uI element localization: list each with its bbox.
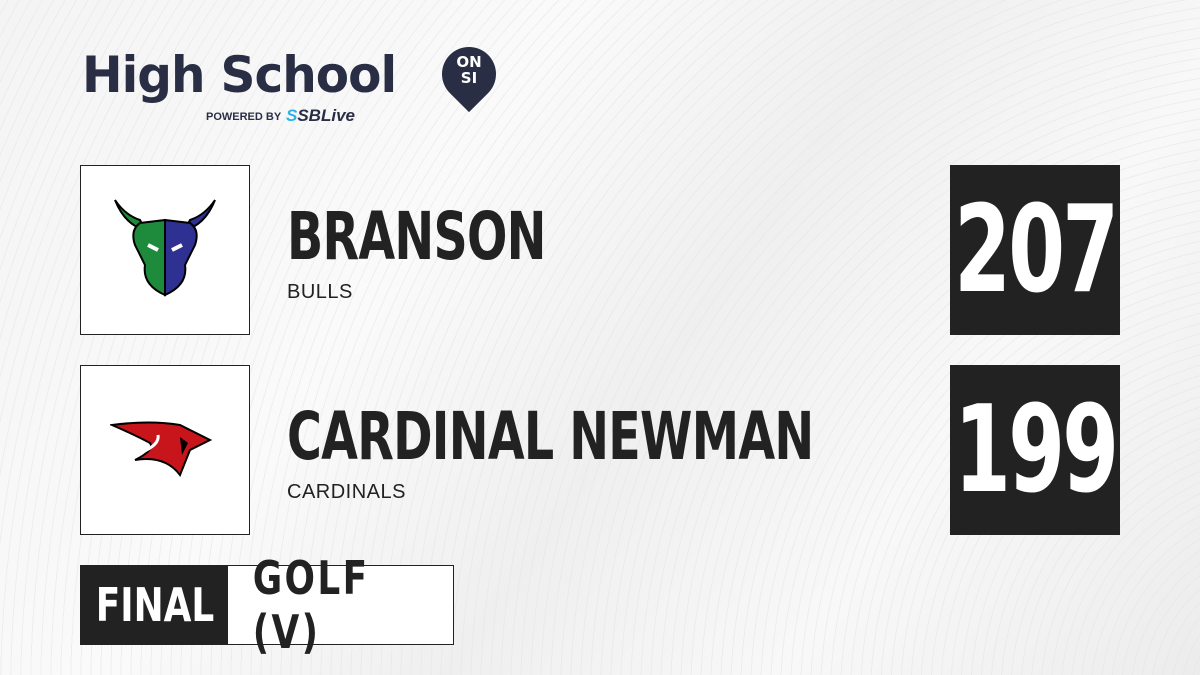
team-name: BRANSON <box>287 198 546 275</box>
status-text: FINAL <box>95 578 214 632</box>
bull-logo-icon <box>114 199 216 297</box>
team-logo-cardinal-newman <box>80 365 250 535</box>
team-mascot: CARDINALS <box>287 481 406 503</box>
team-score: 207 <box>950 165 1120 335</box>
team-score: 199 <box>950 365 1120 535</box>
sblive-mark: S <box>286 106 298 125</box>
pin-badge: ON SI <box>442 54 496 86</box>
cardinal-logo-icon <box>110 421 213 478</box>
team-logo-branson <box>80 165 250 335</box>
final-badge: FINAL <box>81 566 228 644</box>
sport-text: GOLF (V) <box>252 551 370 659</box>
sblive-text: SBLive <box>297 106 355 125</box>
badge-top: ON <box>456 53 482 71</box>
team-mascot: BULLS <box>287 281 353 303</box>
sport-label: GOLF (V) <box>228 551 453 659</box>
team-name: CARDINAL NEWMAN <box>287 398 814 475</box>
powered-by: POWERED BY <box>206 111 282 123</box>
brand-title: High School <box>82 46 397 104</box>
score-value: 199 <box>953 380 1119 520</box>
game-status-bar: FINAL GOLF (V) <box>80 551 454 659</box>
badge-bottom: SI <box>460 69 478 87</box>
sblive-logo: SSBLive <box>286 106 355 126</box>
score-value: 207 <box>953 180 1119 320</box>
